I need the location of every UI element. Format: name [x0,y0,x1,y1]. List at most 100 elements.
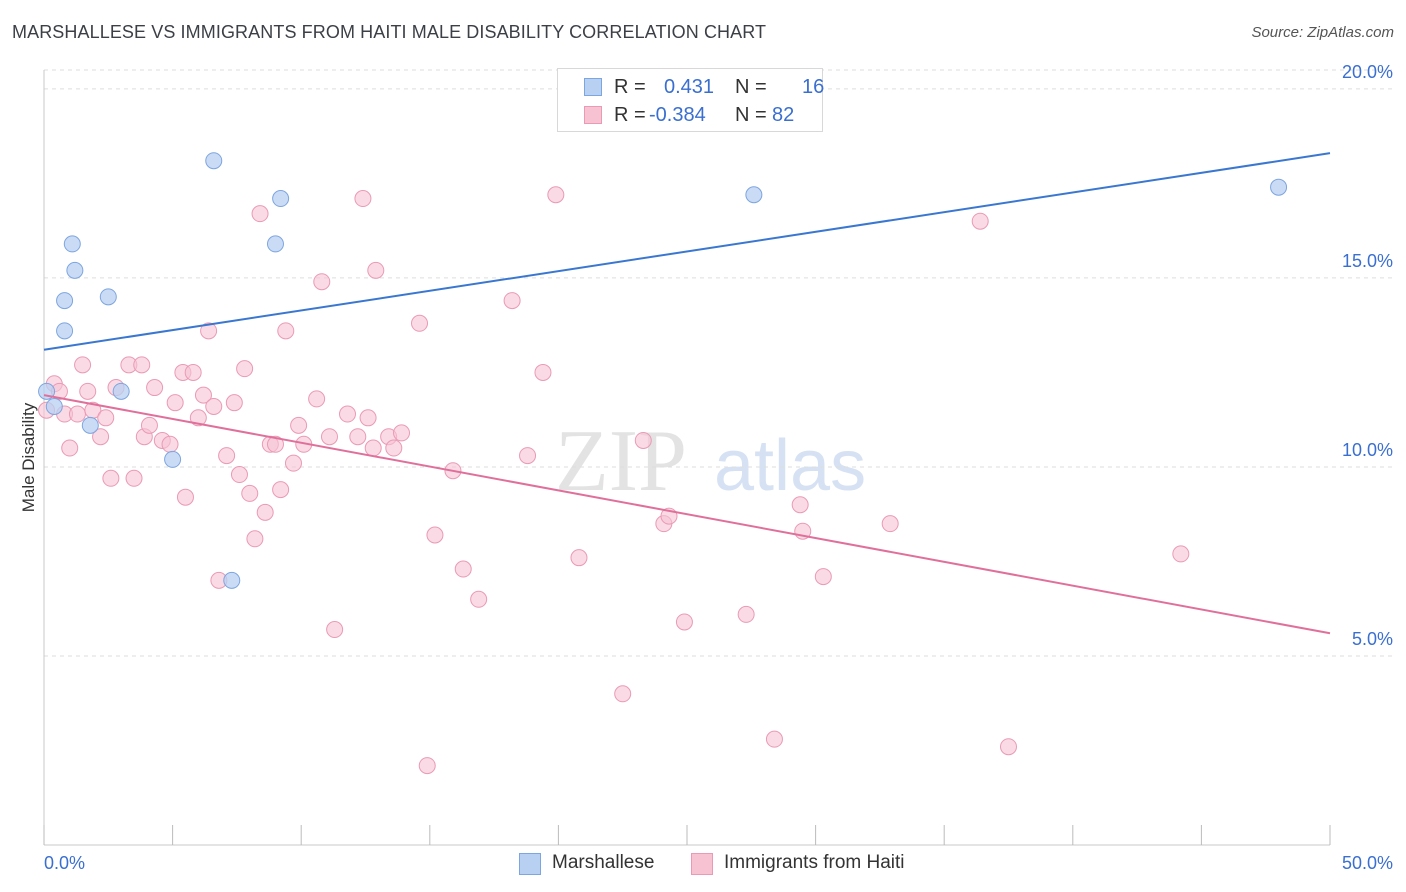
haiti-point [426,526,444,544]
axis-labels: 5.0% 10.0% 15.0% 20.0% 0.0% 50.0% Male Disabil… [19,62,1393,873]
y-tick-label: 20.0% [1342,62,1393,82]
haiti-point [418,757,436,775]
r-label: R = [614,104,646,126]
marshallese-point [66,261,84,279]
haiti-swatch [691,853,713,875]
haiti-point [411,314,429,332]
haiti-point [1172,545,1190,563]
watermark-atlas: atlas [714,426,866,506]
haiti-point [140,416,158,434]
haiti-point [74,356,92,374]
marshallese-point [272,190,290,208]
legend-label: Immigrants from Haiti [724,852,905,873]
series-legend: Marshallese Immigrants from Haiti [0,851,1406,879]
haiti-point [176,488,194,506]
r-value: -0.384 [649,104,706,126]
haiti-point [125,469,143,487]
haiti-point [791,496,809,514]
legend-row-haiti: R = -0.384 N = 82 [558,102,822,130]
haiti-point [97,409,115,427]
haiti-point [519,447,537,465]
haiti-point [971,212,989,230]
marshallese-point [81,416,99,434]
y-tick-label: 15.0% [1342,251,1393,271]
haiti-point [205,397,223,415]
haiti-point [367,261,385,279]
haiti-point [194,386,212,404]
haiti-point [251,205,269,223]
marshallese-trend-line [43,152,1331,351]
trend-lines [43,152,1331,635]
haiti-swatch [584,106,602,124]
axes [43,70,1331,846]
haiti-point [184,363,202,381]
marshallese-point [99,288,117,306]
haiti-point [92,428,110,446]
haiti-point [1000,738,1017,756]
n-value: 16 [802,76,825,98]
haiti-point [349,428,367,446]
y-tick-label: 10.0% [1342,440,1393,460]
haiti-point [326,621,344,639]
y-tick-label: 5.0% [1352,629,1393,649]
haiti-point [166,394,184,412]
haiti-trend-line [43,394,1331,635]
marshallese-point [223,571,241,589]
haiti-point [133,356,151,374]
n-value: 82 [772,104,795,126]
y-axis-label: Male Disability [19,402,38,512]
marshallese-point [63,235,81,253]
marshallese-point [112,382,130,400]
haiti-points [38,186,1190,775]
haiti-point [61,439,79,457]
haiti-point [675,613,693,631]
r-value: 0.431 [664,76,715,98]
haiti-point [364,439,382,457]
haiti-point [256,503,274,521]
haiti-point [200,322,218,340]
haiti-point [236,360,254,378]
x-tick-label: 50.0% [1342,853,1393,873]
marshallese-point [45,397,63,415]
haiti-point [881,515,899,533]
haiti-point [146,379,164,397]
haiti-point [308,390,326,408]
haiti-point [547,186,565,204]
haiti-point [385,439,403,457]
marshallese-point [266,235,284,253]
chart-title: MARSHALLESE VS IMMIGRANTS FROM HAITI MAL… [12,22,767,42]
haiti-point [359,409,377,427]
marshallese-swatch [584,78,602,96]
marshallese-point [164,450,182,468]
haiti-point [393,424,411,442]
haiti-point [241,484,259,502]
n-label: N = [735,104,767,126]
haiti-point [290,416,308,434]
haiti-point [503,292,521,310]
r-label: R = [614,76,646,98]
legend-row-marshallese: R = 0.431 N = 16 [558,74,825,102]
legend-label: Marshallese [552,852,655,873]
marshallese-point [1270,178,1288,196]
haiti-point [634,431,652,449]
x-tick-label: 0.0% [44,853,85,873]
haiti-point [313,273,331,291]
correlation-legend: R = 0.431 N = 16 R = -0.384 N = 82 [557,68,825,132]
haiti-point [272,481,290,499]
haiti-point [218,447,236,465]
source-credit: Source: ZipAtlas.com [1251,24,1394,41]
haiti-point [225,394,243,412]
haiti-point [189,409,207,427]
watermark: ZIP atlas [555,413,866,510]
marshallese-point [56,322,74,340]
haiti-point [284,454,302,472]
haiti-point [246,530,264,548]
haiti-point [470,590,488,608]
marshallese-point [56,292,74,310]
haiti-point [266,435,284,453]
marshallese-point [745,186,763,204]
haiti-point [814,568,832,586]
haiti-point [737,605,755,623]
haiti-point [161,435,179,453]
